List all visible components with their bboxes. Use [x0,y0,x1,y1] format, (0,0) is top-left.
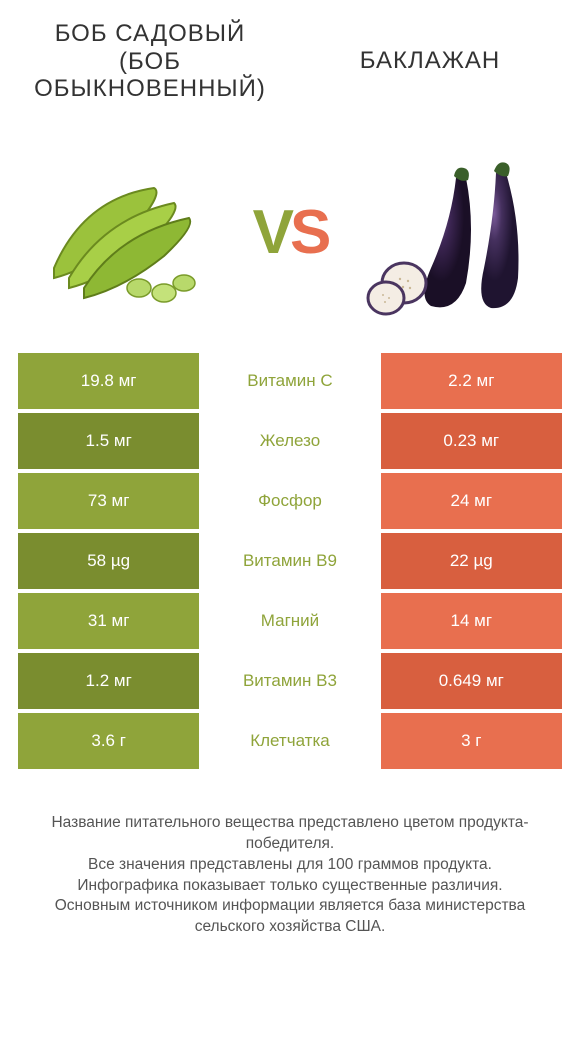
nutrient-label: Фосфор [199,473,380,529]
right-value: 3 г [381,713,562,769]
nutrient-label: Витамин B3 [199,653,380,709]
nutrient-label: Железо [199,413,380,469]
left-value: 1.5 мг [18,413,199,469]
table-row: 3.6 гКлетчатка3 г [18,713,562,769]
right-value: 14 мг [381,593,562,649]
left-value: 73 мг [18,473,199,529]
right-value: 2.2 мг [381,353,562,409]
right-value: 0.649 мг [381,653,562,709]
footer-notes: Название питательного вещества представл… [0,773,580,939]
header: БОБ САДОВЫЙ (БОБ ОБЫКНОВЕННЫЙ) БАКЛАЖАН [0,0,580,113]
footer-line: Основным источником информации является … [24,896,556,938]
images-row: VS [0,113,580,353]
vs-s: S [290,198,327,267]
right-value: 0.23 мг [381,413,562,469]
left-product-image [24,143,224,323]
nutrient-label: Магний [199,593,380,649]
vs-v: V [253,198,290,267]
right-value: 24 мг [381,473,562,529]
left-value: 31 мг [18,593,199,649]
left-title: БОБ САДОВЫЙ (БОБ ОБЫКНОВЕННЫЙ) [24,20,276,103]
nutrient-label: Витамин C [199,353,380,409]
vs-label: VS [253,197,328,268]
nutrient-label: Витамин B9 [199,533,380,589]
nutrient-label: Клетчатка [199,713,380,769]
table-row: 1.2 мгВитамин B30.649 мг [18,653,562,709]
left-value: 19.8 мг [18,353,199,409]
right-title: БАКЛАЖАН [304,47,556,75]
table-row: 31 мгМагний14 мг [18,593,562,649]
right-value: 22 µg [381,533,562,589]
left-value: 3.6 г [18,713,199,769]
table-row: 19.8 мгВитамин C2.2 мг [18,353,562,409]
right-product-image [356,143,556,323]
table-row: 1.5 мгЖелезо0.23 мг [18,413,562,469]
footer-line: Все значения представлены для 100 граммо… [24,855,556,876]
comparison-table: 19.8 мгВитамин C2.2 мг1.5 мгЖелезо0.23 м… [0,353,580,769]
left-value: 58 µg [18,533,199,589]
footer-line: Название питательного вещества представл… [24,813,556,855]
left-value: 1.2 мг [18,653,199,709]
footer-line: Инфографика показывает только существенн… [24,876,556,897]
table-row: 73 мгФосфор24 мг [18,473,562,529]
table-row: 58 µgВитамин B922 µg [18,533,562,589]
